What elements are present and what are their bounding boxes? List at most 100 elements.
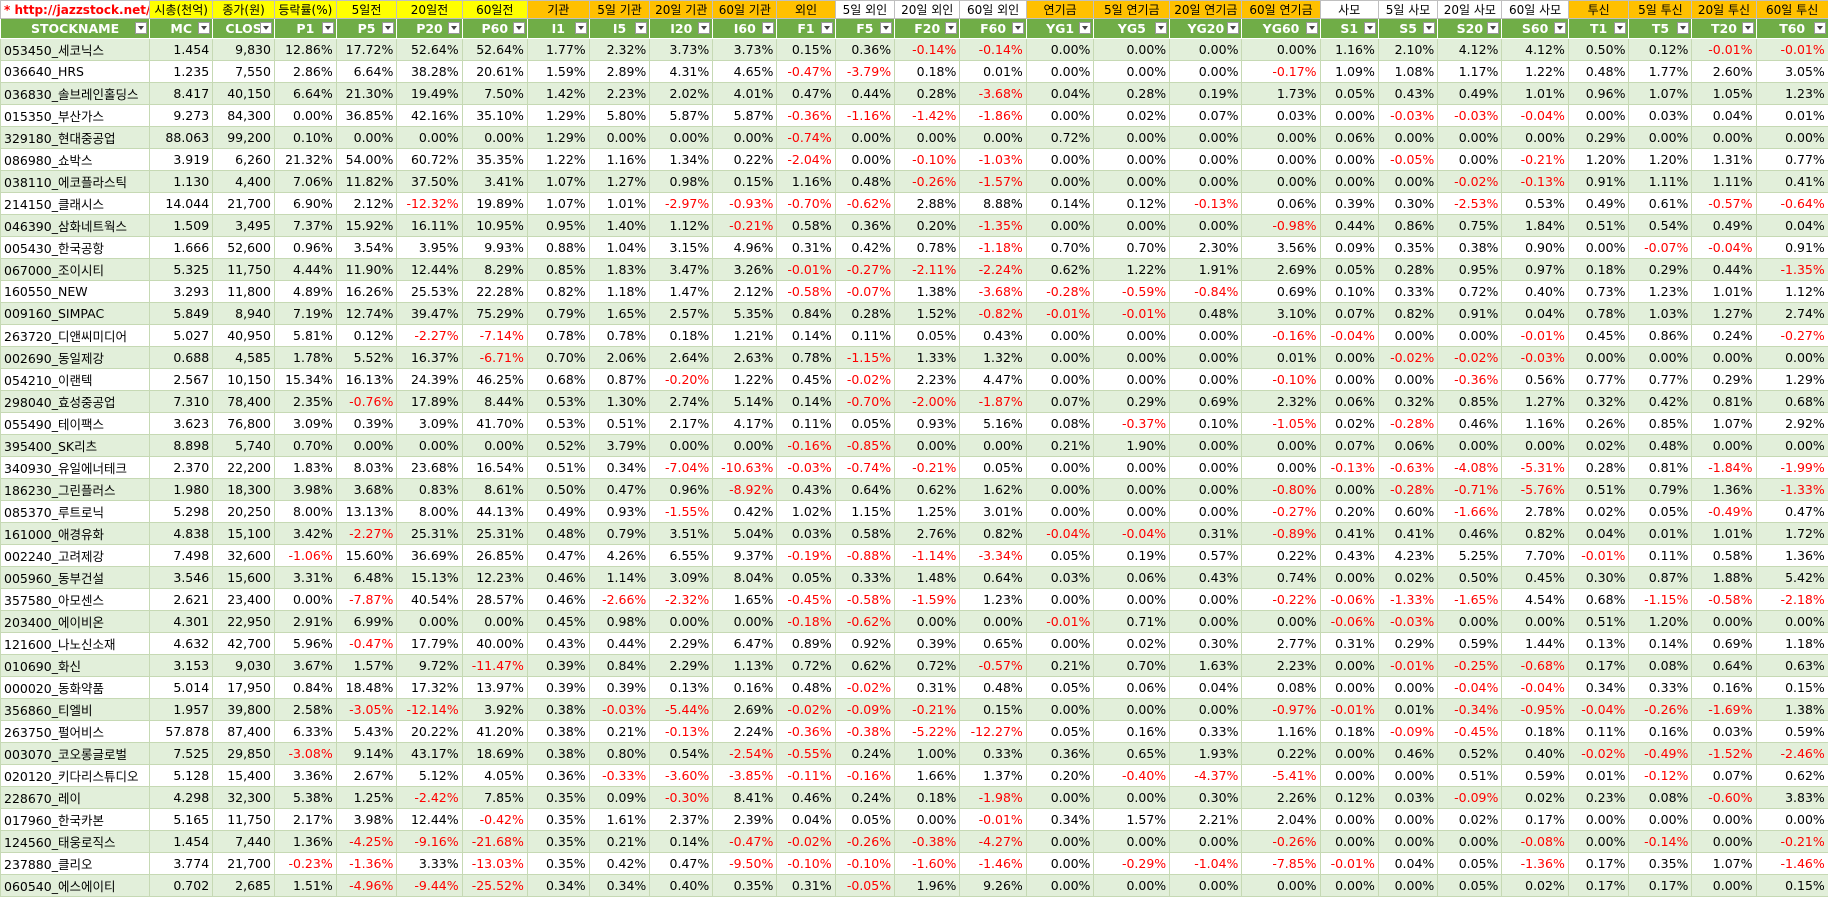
- data-cell: 0.81%: [1691, 390, 1757, 413]
- cell-text: 1.21%: [733, 328, 774, 343]
- data-cell: 1.22%: [1093, 258, 1171, 281]
- filter-button[interactable]: [1813, 22, 1826, 34]
- cell-text: 0.00%: [733, 614, 774, 629]
- cell-text: 0.00%: [1458, 438, 1499, 453]
- cell-text: 1.16%: [606, 152, 647, 167]
- cell-text: 4.54%: [1525, 592, 1565, 607]
- cell-text: 0.00%: [1050, 328, 1091, 343]
- cell-text: 6.33%: [293, 724, 333, 739]
- cell-text: -0.01%: [1046, 306, 1091, 321]
- filter-button[interactable]: [198, 22, 211, 34]
- cell-text: 17.72%: [345, 42, 394, 57]
- cell-text: 2.88%: [916, 196, 957, 211]
- filter-button[interactable]: [1553, 22, 1566, 34]
- filter-button[interactable]: [1741, 22, 1754, 34]
- cell-text: 0.00%: [418, 130, 459, 145]
- filter-button[interactable]: [1363, 22, 1376, 34]
- filter-button[interactable]: [1487, 22, 1500, 34]
- data-cell: 0.04%: [776, 808, 836, 831]
- data-cell: 0.00%: [1319, 874, 1379, 897]
- group-header-cell: 종가(원): [212, 0, 275, 19]
- filter-button[interactable]: [1305, 22, 1318, 34]
- cell-text: 5.16%: [983, 416, 1023, 431]
- cell-text: -0.04%: [1520, 108, 1565, 123]
- filter-button[interactable]: [1677, 22, 1690, 34]
- filter-button[interactable]: [1614, 22, 1627, 34]
- cell-text: F5: [856, 21, 874, 36]
- cell-text: 0.04%: [1585, 526, 1626, 541]
- group-header-cell: 기관: [526, 0, 590, 19]
- filter-button[interactable]: [1423, 22, 1436, 34]
- data-cell: 25.31%: [461, 522, 528, 545]
- data-cell: 1.29%: [1755, 368, 1828, 391]
- cell-text: 9,830: [235, 42, 271, 57]
- data-cell: 0.00%: [1377, 170, 1439, 193]
- data-cell: 0.00%: [1567, 830, 1630, 853]
- data-cell: 0.40%: [1501, 280, 1569, 303]
- cell-text: 0.44%: [1335, 218, 1375, 233]
- data-cell: 4.01%: [712, 82, 778, 105]
- data-cell: 0.82%: [959, 522, 1027, 545]
- cell-text: -0.57%: [1708, 196, 1753, 211]
- filter-button[interactable]: [321, 22, 334, 34]
- filter-button[interactable]: [259, 22, 272, 34]
- data-cell: -0.36%: [776, 720, 836, 743]
- data-cell: 002240_고려제강: [0, 544, 151, 567]
- data-cell: 0.53%: [526, 390, 590, 413]
- cell-text: -0.57%: [978, 658, 1023, 673]
- data-cell: 3.56%: [1241, 236, 1321, 259]
- cell-text: 사모: [1338, 3, 1361, 17]
- filter-button[interactable]: [945, 22, 958, 34]
- data-row: 046390_삼화네트웍스 1.509 3,495 7.37% 15.92% 16.11%…: [0, 214, 1828, 237]
- data-cell: 0.00%: [1377, 324, 1439, 347]
- filter-button[interactable]: [447, 22, 460, 34]
- data-cell: 0.00%: [1169, 500, 1243, 523]
- data-row: 186230_그린플러스 1.980 18,300 3.98% 3.68% 0.83% 8.…: [0, 478, 1828, 501]
- cell-text: 4.26%: [606, 548, 647, 563]
- cell-text: 0.00%: [1198, 614, 1239, 629]
- filter-button[interactable]: [698, 22, 711, 34]
- filter-button[interactable]: [880, 22, 893, 34]
- data-cell: 0.07%: [1319, 434, 1379, 457]
- cell-text: 0.06%: [1126, 570, 1167, 585]
- data-cell: 3.36%: [273, 764, 337, 787]
- data-cell: -0.47%: [776, 60, 836, 83]
- data-cell: -0.04%: [1567, 698, 1630, 721]
- filter-button[interactable]: [135, 22, 148, 34]
- filter-button[interactable]: [1079, 22, 1092, 34]
- data-cell: 8.00%: [273, 500, 337, 523]
- cell-text: 085370_루트로닉: [4, 505, 104, 520]
- data-cell: 0.00%: [1755, 434, 1828, 457]
- data-cell: -0.29%: [1093, 852, 1171, 875]
- filter-button[interactable]: [1011, 22, 1024, 34]
- filter-button[interactable]: [512, 22, 525, 34]
- cell-text: 0.38%: [1458, 240, 1499, 255]
- data-cell: -0.89%: [1241, 522, 1321, 545]
- filter-button[interactable]: [1227, 22, 1240, 34]
- data-cell: -1.46%: [1755, 852, 1828, 875]
- data-cell: 2.32%: [1241, 390, 1321, 413]
- cell-text: 0.29%: [1648, 262, 1689, 277]
- data-row: 055490_테이팩스 3.623 76,800 3.09% 0.39% 3.09% 41.…: [0, 412, 1828, 435]
- data-cell: 0.07%: [1025, 390, 1095, 413]
- cell-text: 0.00%: [1050, 592, 1091, 607]
- cell-text: -1.35%: [1780, 262, 1825, 277]
- data-cell: 3.41%: [461, 170, 528, 193]
- cell-text: 26.85%: [476, 548, 524, 563]
- filter-button[interactable]: [635, 22, 648, 34]
- filter-button[interactable]: [820, 22, 833, 34]
- filter-button[interactable]: [574, 22, 587, 34]
- filter-button[interactable]: [1155, 22, 1168, 34]
- cell-text: 0.47%: [669, 856, 710, 871]
- data-cell: 0.57%: [1169, 544, 1243, 567]
- filter-button[interactable]: [762, 22, 775, 34]
- filter-button[interactable]: [382, 22, 395, 34]
- data-cell: 8.44%: [461, 390, 528, 413]
- cell-text: I5: [612, 21, 627, 36]
- cell-text: -11.47%: [471, 658, 524, 673]
- data-cell: 0.01%: [1567, 764, 1630, 787]
- data-cell: -1.18%: [959, 236, 1027, 259]
- data-cell: 0.38%: [526, 742, 590, 765]
- cell-text: S20: [1456, 21, 1484, 36]
- data-cell: 020120_키다리스튜디오: [0, 764, 151, 787]
